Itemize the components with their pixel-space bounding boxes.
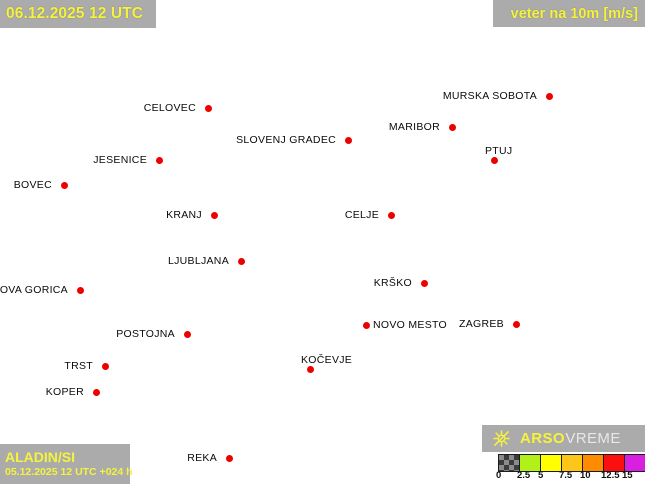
legend-tick-labels: 0 2.5 5 7.5 10 12.5 15 bbox=[490, 470, 643, 484]
city-label: CELOVEC bbox=[143, 102, 196, 114]
sun-rays-icon bbox=[492, 429, 511, 448]
city-label: BOVEC bbox=[13, 179, 52, 191]
legend-tick-10: 10 bbox=[580, 470, 591, 481]
model-info-panel: ALADIN/SI 05.12.2025 12 UTC +024 h bbox=[0, 444, 133, 484]
city-dot-icon bbox=[421, 280, 428, 287]
city-label: TRST bbox=[64, 360, 93, 372]
city-dot-icon bbox=[345, 137, 352, 144]
legend-swatch-5 bbox=[604, 454, 625, 472]
city-dot-icon bbox=[184, 331, 191, 338]
model-name-label: ALADIN/SI bbox=[5, 449, 75, 465]
brand-agency-label: ARSO bbox=[520, 429, 565, 447]
city-dot-icon bbox=[77, 287, 84, 294]
legend-swatch-3 bbox=[562, 454, 583, 472]
arso-vreme-logo[interactable]: ARSO VREME bbox=[482, 425, 645, 452]
parameter-panel: veter na 10m [m/s] bbox=[493, 0, 645, 27]
legend-tick-0: 0 bbox=[496, 470, 502, 481]
city-dot-icon bbox=[238, 258, 245, 265]
city-label: REKA bbox=[187, 452, 217, 464]
city-dot-icon bbox=[156, 157, 163, 164]
valid-time-panel: 06.12.2025 12 UTC bbox=[0, 0, 156, 28]
city-label: KOČEVJE bbox=[301, 354, 353, 366]
legend-tick-12-5: 12.5 bbox=[601, 470, 620, 481]
city-label: POSTOJNA bbox=[116, 328, 175, 340]
city-label: MARIBOR bbox=[388, 121, 440, 133]
city-dot-icon bbox=[388, 212, 395, 219]
city-dot-icon bbox=[205, 105, 212, 112]
legend-tick-5: 5 bbox=[538, 470, 544, 481]
city-dot-icon bbox=[491, 157, 498, 164]
legend-tick-7-5: 7.5 bbox=[559, 470, 573, 481]
city-dot-icon bbox=[211, 212, 218, 219]
legend-swatch-strip bbox=[498, 454, 645, 472]
city-label: ZAGREB bbox=[459, 318, 504, 330]
city-label: MURSKA SOBOTA bbox=[442, 90, 537, 102]
legend-tick-2-5: 2.5 bbox=[517, 470, 531, 481]
city-label: LJUBLJANA bbox=[167, 255, 229, 267]
city-dot-icon bbox=[363, 322, 370, 329]
city-label: JESENICE bbox=[93, 154, 147, 166]
city-dot-icon bbox=[513, 321, 520, 328]
city-dot-icon bbox=[449, 124, 456, 131]
parameter-label: veter na 10m [m/s] bbox=[510, 5, 638, 22]
city-label: KRANJ bbox=[166, 209, 202, 221]
city-label: CELJE bbox=[344, 209, 379, 221]
city-label: NOVA GORICA bbox=[0, 284, 68, 296]
legend-swatch-6 bbox=[625, 454, 645, 472]
brand-product-label: VREME bbox=[565, 429, 621, 447]
legend-tick-15: 15 bbox=[622, 470, 633, 481]
model-run-label: 05.12.2025 12 UTC +024 h bbox=[5, 466, 133, 478]
city-dot-icon bbox=[307, 366, 314, 373]
legend-swatch-1 bbox=[520, 454, 541, 472]
city-dot-icon bbox=[102, 363, 109, 370]
legend-swatch-0 bbox=[498, 454, 520, 472]
wind-speed-legend[interactable]: 0 2.5 5 7.5 10 12.5 15 bbox=[490, 452, 645, 484]
city-label: NOVO MESTO bbox=[373, 319, 447, 331]
city-label: KRŠKO bbox=[373, 277, 412, 289]
legend-swatch-2 bbox=[541, 454, 562, 472]
valid-time-label: 06.12.2025 12 UTC bbox=[6, 5, 143, 22]
city-dot-icon bbox=[61, 182, 68, 189]
city-label: SLOVENJ GRADEC bbox=[236, 134, 336, 146]
city-label: KOPER bbox=[45, 386, 84, 398]
city-dot-icon bbox=[226, 455, 233, 462]
city-label: PTUJ bbox=[485, 145, 513, 157]
legend-swatch-4 bbox=[583, 454, 604, 472]
city-dot-icon bbox=[546, 93, 553, 100]
city-dot-icon bbox=[93, 389, 100, 396]
